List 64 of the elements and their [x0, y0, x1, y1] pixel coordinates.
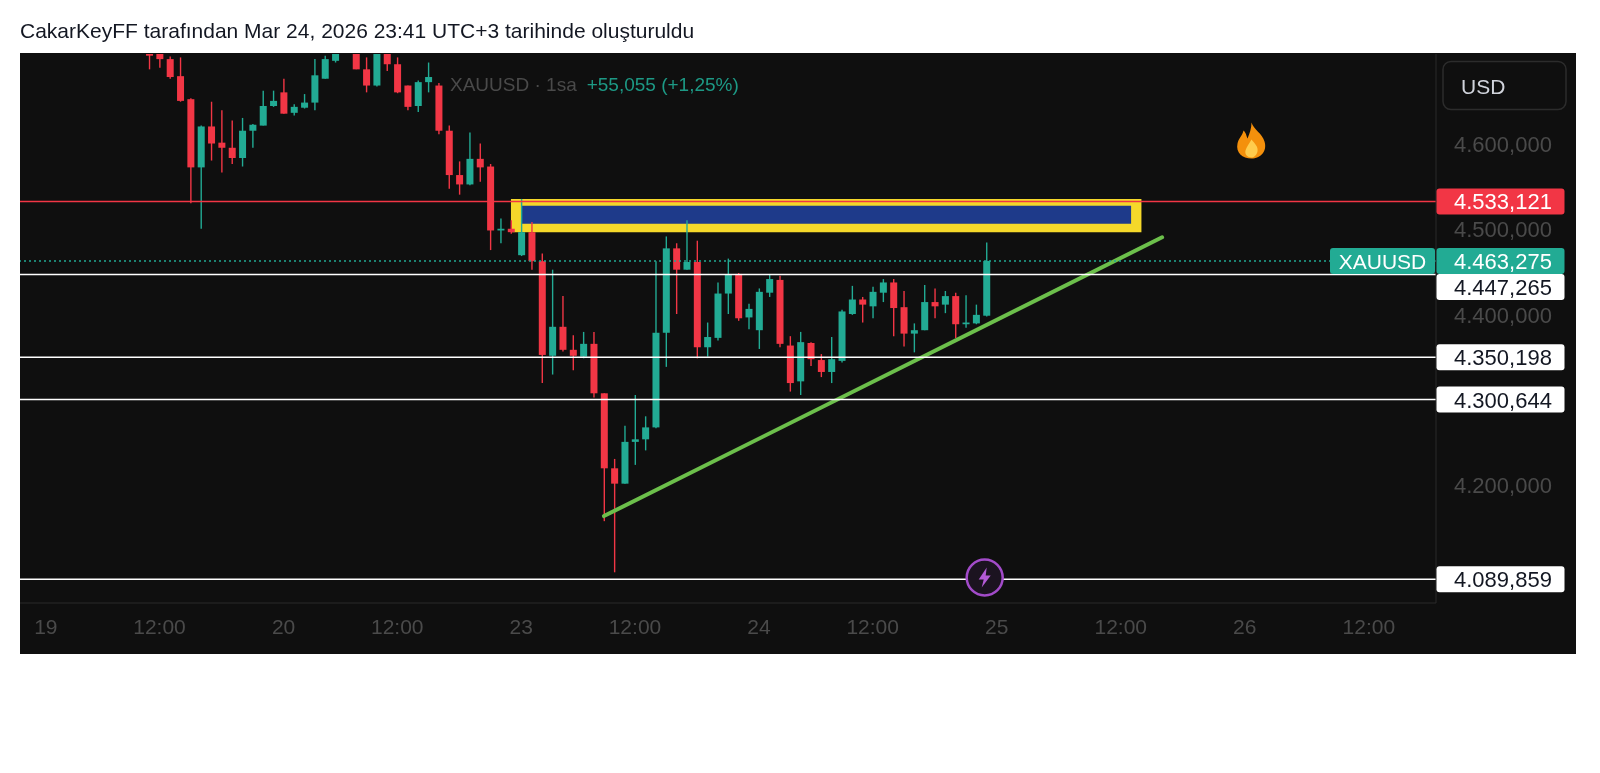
candlestick	[910, 322, 918, 354]
y-tick-label: 4.500,000	[1454, 217, 1552, 243]
candlestick	[425, 61, 433, 94]
x-tick-label: 12:00	[608, 614, 662, 638]
candlestick	[518, 198, 526, 257]
candlestick	[363, 56, 371, 94]
ref-line-label: 4.089,859	[1454, 566, 1552, 592]
candlestick	[817, 353, 825, 378]
candlestick	[745, 303, 753, 331]
ref-line-label: 4.533,121	[1454, 188, 1552, 214]
candlestick	[569, 334, 577, 371]
candlestick	[673, 242, 681, 315]
candlestick	[807, 341, 815, 367]
ref-line-label: 4.300,644	[1454, 387, 1552, 413]
candlestick	[848, 285, 856, 316]
candlestick	[456, 160, 464, 196]
x-tick-label: 23	[509, 614, 533, 638]
candlestick	[166, 55, 174, 80]
candlestick	[879, 278, 887, 303]
ref-line-label: 4.350,198	[1454, 344, 1552, 370]
chart-title: CakarKeyFF tarafından Mar 24, 2026 23:41 UTC+3 tarihinde oluşturuldu	[20, 18, 695, 44]
candlestick	[559, 295, 567, 353]
candlestick	[766, 273, 774, 298]
candlestick	[259, 89, 267, 127]
ref-line-label: 4.447,265	[1454, 274, 1552, 300]
candlestick	[476, 142, 484, 183]
annotation: XAUUSD	[1338, 249, 1427, 273]
candlestick	[228, 119, 236, 165]
candlestick	[941, 290, 949, 314]
candlestick	[218, 109, 226, 174]
x-tick-label: 12:00	[1342, 614, 1396, 638]
candlestick	[208, 101, 216, 162]
y-axis-title: USD	[1461, 74, 1506, 97]
candlestick	[859, 296, 867, 324]
x-tick-label: 25	[985, 614, 1009, 638]
x-tick-label: 24	[747, 614, 772, 638]
y-tick-label: 4.200,000	[1454, 473, 1552, 499]
candlestick	[249, 123, 257, 149]
x-tick-label: 12:00	[370, 614, 424, 638]
candlestick	[611, 458, 619, 574]
candlestick	[828, 336, 836, 384]
x-tick-label: 19	[34, 614, 58, 638]
candlestick	[631, 394, 639, 466]
candlestick	[642, 415, 650, 452]
x-tick-label: 12:00	[846, 614, 899, 638]
y-tick-label: 4.400,000	[1454, 302, 1552, 328]
candlestick	[404, 84, 412, 111]
x-tick-label: 26	[1233, 614, 1257, 638]
x-tick-label: 12:00	[1094, 614, 1148, 638]
candlestick	[869, 286, 877, 319]
candlestick	[156, 54, 164, 69]
candlestick	[414, 79, 422, 113]
text: XAUUSD · 1sa	[450, 73, 577, 97]
candlestick	[972, 303, 980, 325]
x-tick-label: 12:00	[133, 614, 186, 638]
candlestick	[580, 331, 588, 360]
y-tick-label: 4.600,000	[1454, 132, 1552, 158]
ref-line-label: 4.463,275	[1454, 248, 1552, 274]
candlestick	[931, 287, 939, 319]
candlestick	[280, 78, 288, 115]
candlestick	[321, 55, 329, 80]
candlestick	[704, 321, 712, 358]
x-tick-label: 20	[271, 614, 296, 638]
annotation: +55,055 (+1,25%)	[586, 73, 739, 97]
